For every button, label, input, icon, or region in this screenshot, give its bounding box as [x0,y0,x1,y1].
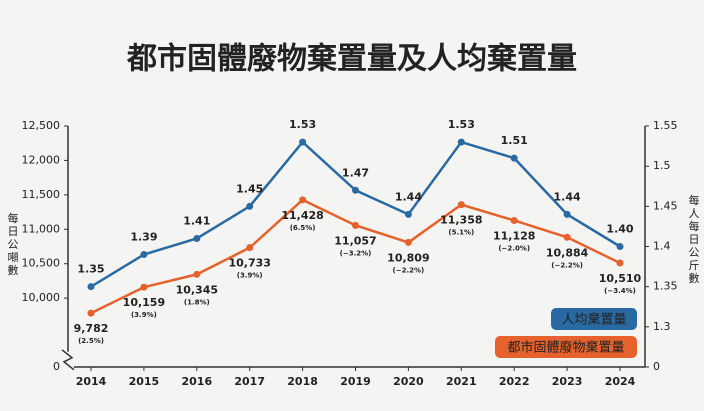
data-label: 10,733 [228,257,270,270]
x-tick-label: 2018 [287,375,318,388]
data-point [193,270,201,278]
y2-tick-label: 1.3 [653,320,671,333]
y-tick-label: 12,000 [22,153,61,166]
y2-tick-label: 1.5 [653,159,671,172]
data-point [457,201,465,209]
legend-label: 人均棄置量 [561,313,626,328]
data-point [563,233,571,241]
data-label: 10,159 [123,296,165,309]
data-label: 11,128 [493,229,535,242]
data-point [510,216,518,224]
data-point [140,283,148,291]
data-label: 10,510 [599,272,642,285]
y-tick-label: 11,000 [22,222,61,235]
data-point [563,210,571,218]
y-axis-label: 每日公噸數 [6,211,19,277]
legend-box [551,308,637,330]
data-label: 1.44 [554,190,581,203]
y-tick-label: 10,000 [22,291,61,304]
legend-label: 都市固體廢物棄置量 [507,340,624,356]
data-label: 1.44 [395,190,422,203]
data-label: 10,884 [546,246,589,259]
change-label: (3.9%) [131,311,157,319]
change-label: (6.5%) [290,224,316,232]
axis-break [61,349,75,371]
x-tick-label: 2021 [446,375,477,388]
y2-tick-label: 1.4 [653,240,671,253]
x-tick-label: 2023 [552,375,583,388]
data-label: 10,345 [176,283,218,296]
data-label: 10,809 [387,251,429,264]
y-tick-label: 10,500 [22,257,61,270]
data-label: 1.51 [501,134,528,147]
change-label: (−2.2%) [393,266,425,274]
y-tick-label: 12,500 [22,119,61,132]
data-label: 1.53 [448,118,475,131]
change-label: (−3.4%) [604,287,636,295]
x-tick-label: 2019 [340,375,371,388]
data-point [87,309,95,317]
data-label: 1.35 [77,263,104,276]
data-label: 1.53 [289,118,316,131]
x-tick-label: 2022 [499,375,530,388]
data-point [616,243,624,250]
y-tick-label: 0 [53,360,60,373]
data-label: 11,358 [440,214,482,227]
y2-tick-label: 1.45 [653,199,678,212]
data-point [299,196,307,204]
y-tick-label: 11,500 [22,188,61,201]
y2-axis-label: 每人每日公斤數 [687,193,700,285]
x-tick-label: 2016 [181,375,212,388]
change-label: (−2.0%) [498,244,530,252]
data-point [299,138,307,146]
x-tick-label: 2020 [393,375,424,388]
data-label: 9,782 [74,322,109,335]
data-point [404,238,412,246]
data-label: 1.45 [236,182,263,195]
change-label: (−3.2%) [340,249,372,257]
data-point [87,283,95,291]
data-label: 1.39 [130,231,157,244]
change-label: (5.1%) [448,229,474,237]
change-label: (3.9%) [237,272,263,280]
data-point [193,234,201,242]
data-point [352,186,359,194]
legend-box [495,336,637,358]
data-point [140,251,148,259]
data-point [246,244,254,252]
data-label: 1.41 [183,214,210,227]
change-label: (1.8%) [184,298,210,306]
x-tick-label: 2014 [76,375,107,388]
data-point [404,210,412,218]
data-point [616,259,624,267]
x-tick-label: 2015 [129,375,160,388]
y2-tick-label: 1.55 [653,119,678,132]
change-label: (−2.2%) [551,261,583,269]
x-tick-label: 2017 [234,375,265,388]
data-label: 11,428 [281,209,323,222]
x-tick-label: 2024 [605,375,636,388]
data-label: 11,057 [334,234,376,247]
y2-tick-label: 0 [653,360,660,373]
change-label: (2.5%) [78,337,104,345]
data-label: 1.47 [342,166,369,179]
data-point [352,221,359,229]
data-point [246,202,254,210]
data-point [457,138,465,146]
y2-tick-label: 1.35 [653,280,678,293]
chart-title: 都市固體廢物棄置量及人均棄置量 [126,42,577,77]
data-label: 1.40 [606,223,633,236]
data-point [510,154,518,162]
